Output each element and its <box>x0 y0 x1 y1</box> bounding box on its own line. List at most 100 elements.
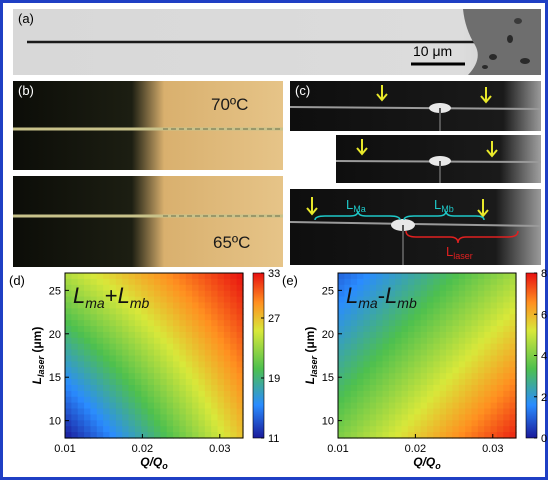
heatmap-cell <box>503 379 511 386</box>
heatmap-cell <box>433 367 441 374</box>
heatmap-cell <box>204 343 212 351</box>
heatmap-cell <box>376 284 384 292</box>
heatmap-cell <box>338 273 345 280</box>
heatmap-cell <box>427 426 434 433</box>
heatmap-cell <box>382 308 390 315</box>
heatmap-cells-d <box>65 273 244 439</box>
heatmap-cell <box>420 426 428 433</box>
heatmap-cell <box>427 302 434 309</box>
heatmap-cell <box>427 326 434 333</box>
heatmap-cell <box>71 384 79 392</box>
heatmap-cell <box>185 320 193 327</box>
heatmap-cell <box>84 273 92 280</box>
heatmap-cell <box>503 314 511 321</box>
heatmap-cell <box>433 414 441 421</box>
heatmap-cell <box>166 408 174 416</box>
heatmap-cell <box>77 337 85 345</box>
y-tick-label: 10 <box>322 416 334 428</box>
heatmap-cell <box>452 373 460 380</box>
heatmap-cell <box>344 414 352 421</box>
heatmap-cell <box>350 361 358 368</box>
heatmap-cell <box>350 426 358 433</box>
heatmap-cell <box>198 373 206 380</box>
heatmap-cell <box>179 432 187 439</box>
heatmap-cell <box>230 349 238 357</box>
heatmap-cell <box>427 314 434 321</box>
heatmap-cell <box>154 343 161 351</box>
heatmap-cell <box>166 337 174 345</box>
heatmap-cell <box>407 314 415 321</box>
heatmap-cell <box>122 355 130 362</box>
heatmap-cell <box>427 420 434 427</box>
heatmap-cell <box>179 278 187 286</box>
heatmap-cell <box>65 349 72 357</box>
heatmap-cell <box>433 343 441 351</box>
heatmap-cell <box>490 432 498 439</box>
heatmap-cell <box>509 384 517 392</box>
heatmap-cell <box>128 384 136 392</box>
heatmap-cell <box>338 326 345 333</box>
heatmap-cell <box>179 396 187 404</box>
heatmap-cell <box>173 314 181 321</box>
heatmap-cell <box>407 361 415 368</box>
heatmap-cell <box>65 426 72 433</box>
heatmap-cell <box>173 302 181 309</box>
heatmap-cell <box>154 314 161 321</box>
heatmap-cell <box>166 290 174 298</box>
heatmap-cell <box>357 396 365 404</box>
heatmap-cell <box>134 402 142 410</box>
svg-text:Llaser: Llaser <box>446 244 473 261</box>
heatmap-cell <box>338 420 345 427</box>
heatmap-cell <box>509 408 517 416</box>
heatmap-cell <box>401 373 409 380</box>
heatmap-cell <box>134 278 142 286</box>
scale-bar-label: 10 μm <box>413 43 453 59</box>
heatmap-cell <box>179 408 187 416</box>
heatmap-cell <box>388 278 396 286</box>
heatmap-cell <box>471 284 479 292</box>
heatmap-cell <box>395 284 403 292</box>
heatmap-cell <box>198 390 206 398</box>
heatmap-cell <box>465 290 473 298</box>
heatmap-cell <box>77 343 85 351</box>
heatmap-cell <box>166 273 174 280</box>
heatmap-cell <box>179 402 187 410</box>
heatmap-cell <box>465 408 473 416</box>
panel-b-top: (b) 70ºC <box>13 81 283 170</box>
panel-c-mid <box>336 135 541 183</box>
heatmap-cell <box>344 331 352 339</box>
heatmap-cell <box>141 355 149 362</box>
heatmap-cell <box>376 326 384 333</box>
heatmap-cell <box>154 278 161 286</box>
heatmap-cell <box>109 314 117 321</box>
heatmap-cell <box>363 273 371 280</box>
heatmap-cell <box>223 379 231 386</box>
heatmap-cell <box>496 343 504 351</box>
heatmap-cell <box>503 408 511 416</box>
heatmap-cell <box>439 373 447 380</box>
heatmap-cell <box>427 290 434 298</box>
heatmap-cell <box>433 355 441 362</box>
heatmap-cell <box>401 379 409 386</box>
heatmap-cell <box>122 408 130 416</box>
heatmap-cell <box>465 402 473 410</box>
heatmap-cell <box>179 420 187 427</box>
heatmap-cell <box>236 420 244 427</box>
heatmap-cell <box>350 320 358 327</box>
heatmap-cell <box>103 284 111 292</box>
heatmap-cell <box>395 337 403 345</box>
heatmap-cell <box>350 302 358 309</box>
heatmap-cell <box>477 284 485 292</box>
heatmap-cell <box>103 373 111 380</box>
heatmap-cell <box>96 420 104 427</box>
heatmap-cell <box>65 414 72 421</box>
heatmap-cell <box>90 426 98 433</box>
heatmap-cell <box>96 290 104 298</box>
heatmap-cell <box>217 432 225 439</box>
heatmap-cell <box>77 390 85 398</box>
heatmap-cell <box>198 379 206 386</box>
heatmap-cell <box>458 390 466 398</box>
heatmap-cell <box>471 426 479 433</box>
heatmap-cell <box>414 284 422 292</box>
heatmap-cell <box>160 432 168 439</box>
